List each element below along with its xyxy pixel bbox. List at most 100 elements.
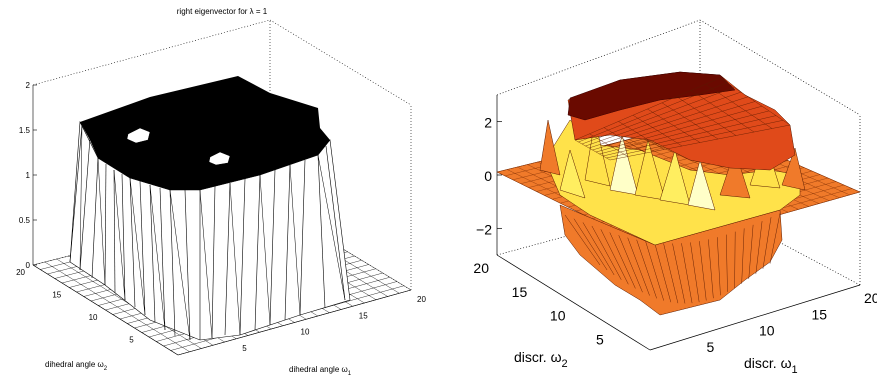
- right-wall-line: [690, 242, 700, 303]
- right-y-tick-label: 10: [550, 308, 566, 324]
- left-x-tick-label: 5: [242, 344, 247, 353]
- left-x-tick-label: 20: [417, 295, 426, 304]
- right-wall-line: [609, 232, 636, 289]
- left-facet-line: [113, 169, 126, 301]
- right-spike: [634, 139, 666, 201]
- left-facet-line: [79, 137, 91, 271]
- left-facet-line: [149, 184, 166, 331]
- right-y-axis-label: discr. ω2: [514, 349, 568, 370]
- right-wall-line: [699, 241, 707, 301]
- left-facet-line: [169, 189, 176, 337]
- left-facet-line: [317, 154, 326, 309]
- left-top-hole-1: [126, 127, 151, 144]
- left-x-axis-label: dihedral angle ω1: [289, 365, 352, 377]
- left-facet-line: [121, 173, 126, 301]
- left-facet-line: [129, 177, 136, 308]
- right-wall-line: [755, 221, 763, 275]
- right-spike: [539, 119, 561, 176]
- right-x-axis-label: discr. ω1: [744, 355, 798, 376]
- right-spike: [559, 149, 586, 199]
- right-wall-line: [672, 243, 686, 304]
- left-facet-line: [129, 177, 146, 316]
- left-surface-plot: 0 0.5 1 1.5 2 5 10 15 20 5 10 15 20 right eigenvec…: [16, 7, 426, 377]
- right-red-grid-line: [595, 106, 763, 153]
- right-y-tick-label: 5: [596, 331, 604, 347]
- right-spike: [719, 149, 751, 199]
- left-facet-line: [79, 124, 83, 271]
- right-red-grid-line: [609, 124, 791, 161]
- right-red-grid-line: [592, 101, 756, 151]
- left-facet-line: [184, 189, 191, 341]
- right-wall-line: [748, 224, 754, 280]
- left-facet-line: [284, 164, 291, 321]
- left-facet-line: [229, 182, 241, 336]
- left-y-tick-label: 5: [129, 336, 134, 345]
- left-z-tick-label: 0: [26, 261, 31, 270]
- left-y-tick-label: 15: [52, 291, 61, 300]
- left-facet-line: [113, 169, 116, 294]
- right-wall-line: [762, 217, 772, 269]
- left-x-tick-label: 15: [359, 311, 368, 320]
- right-wall-line: [636, 239, 657, 299]
- right-red-grid: [574, 77, 791, 161]
- right-wall-line: [681, 243, 693, 304]
- right-wall-line: [618, 235, 643, 293]
- left-facet-line: [211, 185, 216, 339]
- right-red-grid-line: [705, 84, 773, 129]
- right-z-tick-label: 2: [484, 115, 492, 131]
- right-x-tick-label: 5: [707, 339, 715, 355]
- right-wall-line: [591, 225, 622, 280]
- left-facet-line: [69, 124, 83, 263]
- left-facet-line: [317, 154, 346, 301]
- right-wall-line: [717, 237, 721, 296]
- left-y-tick-label: 10: [89, 313, 98, 322]
- left-facet-line: [254, 174, 261, 331]
- right-red-grid-line: [690, 90, 755, 133]
- right-wall-line: [769, 213, 781, 264]
- right-wall-line: [600, 229, 629, 285]
- right-wall-line: [663, 243, 679, 304]
- left-z-axis-ticks: 0 0.5 1 1.5 2: [19, 81, 37, 270]
- right-spike: [659, 149, 691, 206]
- right-wall-line: [654, 242, 672, 303]
- right-wall-line: [627, 237, 650, 296]
- left-y-axis-label: dihedral angle ω2: [45, 360, 108, 372]
- left-facet-line: [91, 157, 99, 279]
- left-facet-line: [149, 184, 156, 323]
- right-wall-line: [734, 231, 736, 289]
- left-facet-line: [97, 157, 106, 286]
- left-facet-line: [104, 163, 107, 286]
- right-wall-line: [645, 241, 664, 301]
- right-spike: [609, 134, 639, 196]
- right-x-axis-ticks: 5 10 15 20: [707, 290, 877, 355]
- left-z-tick-label: 2: [26, 81, 31, 90]
- left-chart-title: right eigenvector for λ = 1: [177, 7, 268, 16]
- left-z-tick-label: 0.5: [19, 216, 31, 225]
- right-red-grid-line: [599, 110, 770, 155]
- left-x-axis-ticks: 5 10 15 20: [242, 295, 426, 353]
- right-wall-line: [564, 214, 601, 266]
- left-facet-line: [139, 180, 146, 316]
- right-red-grid-line: [719, 77, 791, 126]
- right-spike: [781, 147, 806, 191]
- right-red-grid-line: [602, 115, 777, 157]
- left-facet-line: [199, 189, 213, 339]
- left-surface-body: [69, 120, 351, 341]
- right-wall-line: [582, 222, 615, 276]
- right-wall-line: [726, 234, 728, 292]
- left-facet-line: [169, 189, 191, 341]
- left-grid-line: [177, 289, 412, 356]
- left-y-axis-ticks: 5 10 15 20: [16, 268, 134, 345]
- right-z-tick-label: 0: [484, 168, 492, 184]
- left-facet-line: [259, 174, 271, 326]
- left-y-tick-label: 20: [16, 268, 25, 277]
- left-facet-line: [325, 145, 346, 301]
- right-y-tick-label: 20: [473, 260, 489, 276]
- right-dark-top: [567, 71, 736, 121]
- right-red-grid-line: [676, 96, 737, 136]
- right-x-tick-label: 15: [812, 306, 828, 322]
- right-z-tick-label: −2: [476, 221, 492, 237]
- right-y-axis-ticks: 5 10 15 20: [473, 260, 604, 347]
- right-surface-plot: −2 0 2 5 10 15 20 5 10 15 20 discr. ω2 discr. ω1: [473, 19, 877, 376]
